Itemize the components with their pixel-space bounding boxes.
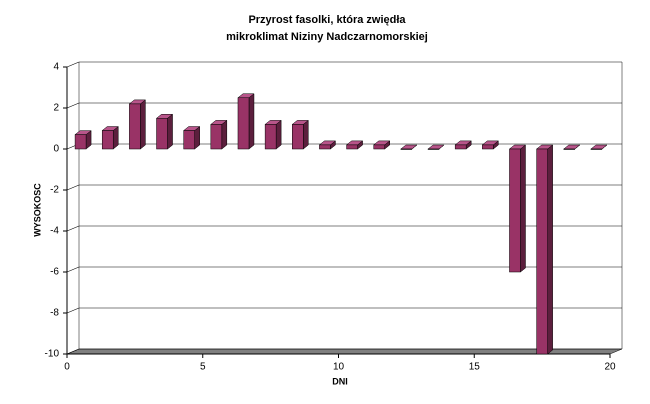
- y-tick-label: -8: [50, 308, 59, 319]
- y-tick-label: 4: [53, 62, 59, 73]
- bar-top: [427, 144, 445, 150]
- x-tick-label: 10: [333, 362, 345, 373]
- bar: [482, 144, 494, 150]
- grid-line-side: [66, 102, 80, 109]
- grid-line-side: [66, 61, 80, 68]
- y-axis-title: WYSOKOSC: [32, 183, 42, 237]
- bar: [101, 130, 114, 150]
- chart-title: Przyrost fasolki, która zwiędła: [248, 14, 406, 26]
- bar: [427, 148, 440, 150]
- chart-title: mikroklimat Niziny Nadczarnomorskiej: [226, 31, 428, 43]
- bar: [319, 144, 331, 150]
- bar: [264, 124, 277, 150]
- bar: [509, 148, 521, 273]
- bar: [373, 144, 385, 150]
- bar-top: [400, 144, 418, 150]
- grid-line-side: [66, 348, 80, 355]
- bar: [292, 124, 304, 150]
- bar: [346, 144, 358, 150]
- x-axis-title: DNI: [332, 376, 348, 386]
- bar: [183, 130, 195, 150]
- bar-side: [221, 119, 228, 150]
- bar: [563, 148, 576, 150]
- bar: [454, 144, 467, 150]
- y-tick-label: 2: [53, 103, 59, 114]
- bar: [210, 124, 223, 150]
- grid-line-side: [66, 225, 80, 232]
- bar: [590, 148, 603, 150]
- y-tick-label: -10: [45, 349, 60, 360]
- bar-side: [140, 99, 146, 150]
- bar-side: [248, 93, 255, 150]
- bar: [156, 118, 168, 150]
- x-tick-label: 15: [469, 362, 481, 373]
- grid-line-side: [66, 184, 80, 191]
- bar-top: [563, 144, 581, 150]
- y-tick-label: -2: [50, 185, 59, 196]
- bar-top: [590, 144, 608, 150]
- grid-line-side: [66, 307, 80, 314]
- bar: [237, 97, 250, 150]
- bar-side: [547, 144, 553, 355]
- x-tick-label: 20: [604, 362, 616, 373]
- bar-side: [275, 119, 282, 150]
- x-tick-label: 5: [200, 362, 206, 373]
- bar-side: [520, 144, 526, 273]
- bar: [536, 148, 548, 355]
- y-tick-label: -6: [50, 267, 59, 278]
- bar: [74, 134, 87, 150]
- bar: [129, 103, 141, 150]
- grid-line-side: [66, 266, 80, 273]
- bar-side: [167, 113, 173, 150]
- y-tick-label: -4: [50, 226, 59, 237]
- bar: [400, 148, 413, 150]
- bar-side: [303, 119, 309, 150]
- x-tick-label: 0: [64, 362, 70, 373]
- y-tick-label: 0: [53, 144, 59, 155]
